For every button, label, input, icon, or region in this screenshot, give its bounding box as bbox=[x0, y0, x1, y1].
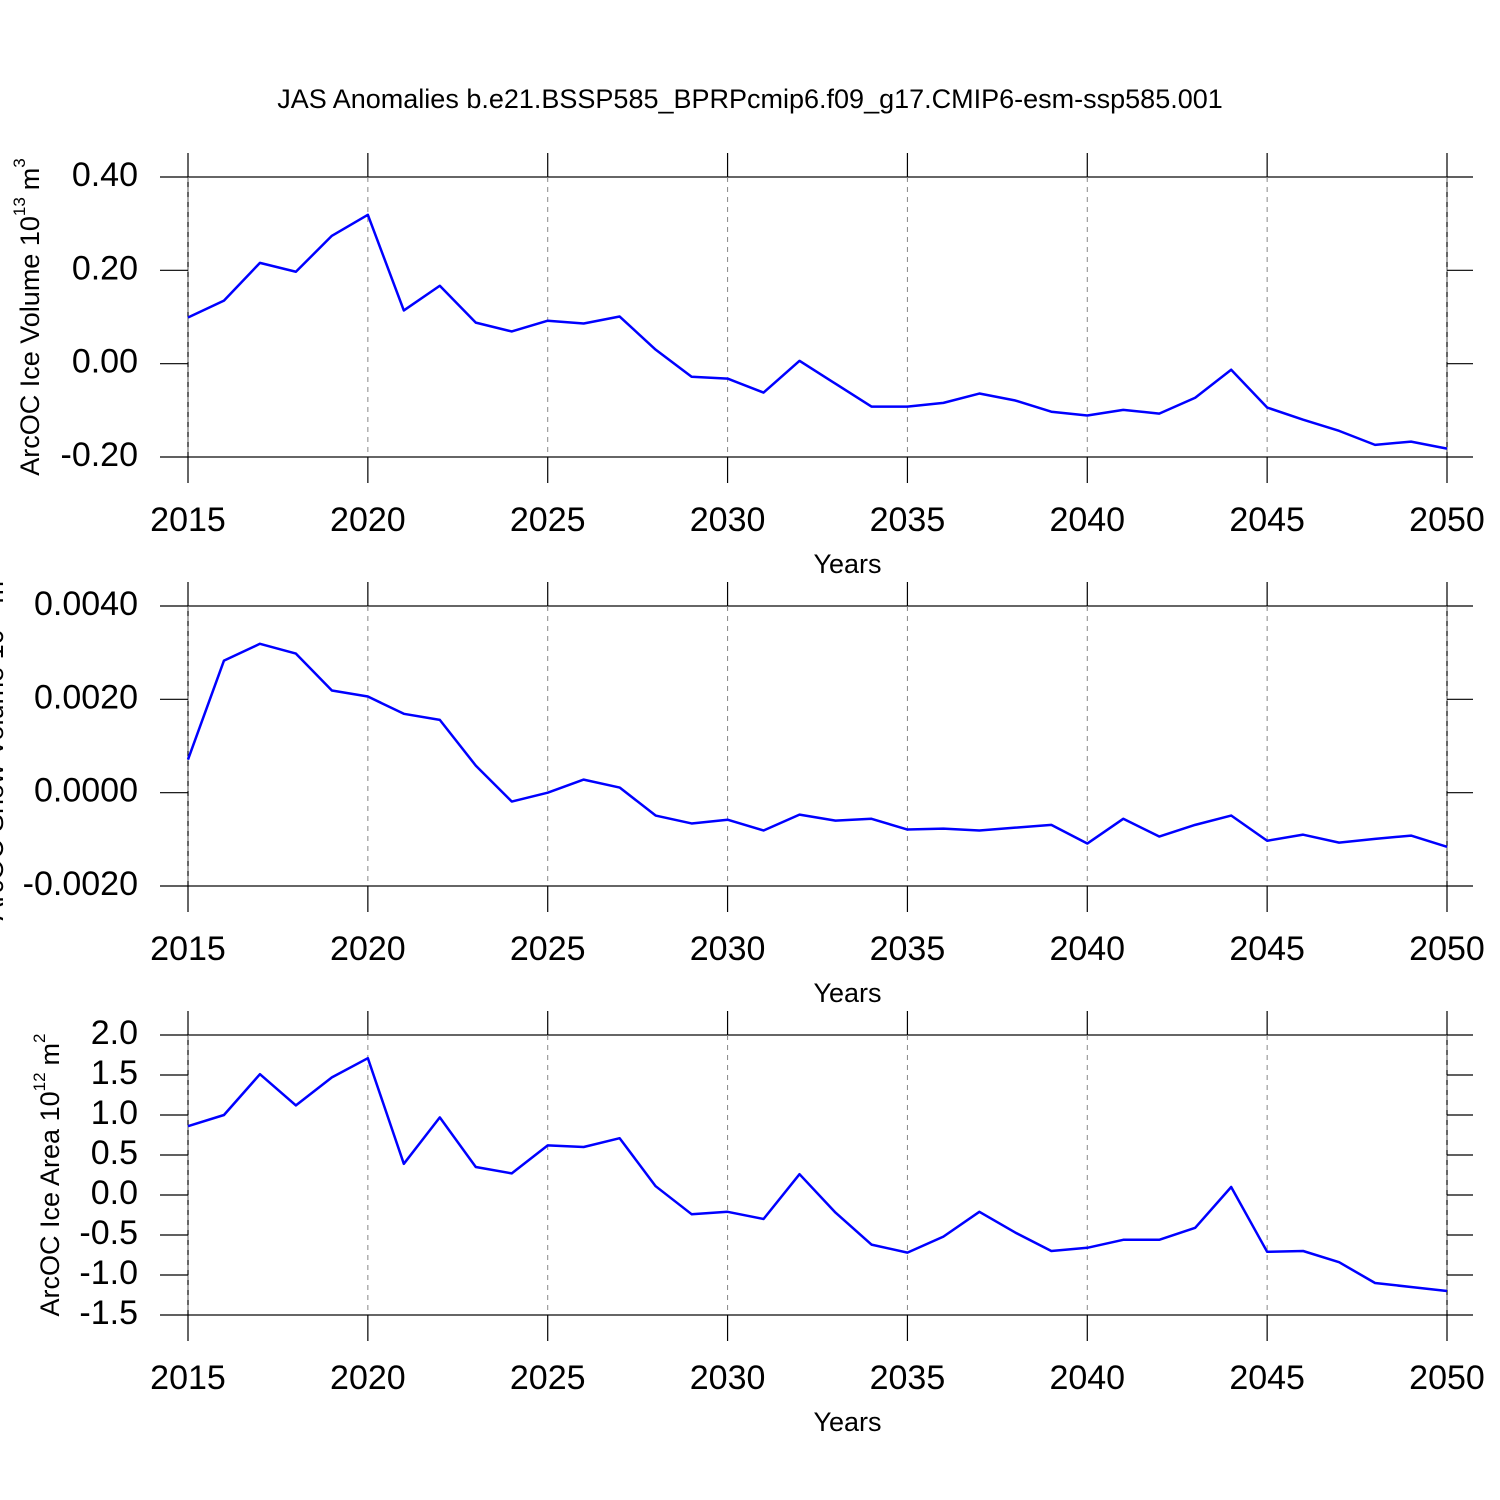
x-tick-label: 2025 bbox=[510, 501, 586, 539]
x-tick-label: 2020 bbox=[330, 930, 406, 968]
chart-title: JAS Anomalies b.e21.BSSP585_BPRPcmip6.f0… bbox=[277, 84, 1223, 114]
y-axis-label-text: m bbox=[15, 168, 45, 191]
plot-frame bbox=[187, 605, 1448, 887]
x-tick-label: 2030 bbox=[690, 930, 766, 968]
y-axis-label: ArcOC Ice Volume 1013 m3 bbox=[10, 158, 45, 476]
x-tick-label: 2045 bbox=[1229, 1359, 1305, 1397]
x-tick-label: 2025 bbox=[510, 930, 586, 968]
y-tick-label: 0.00 bbox=[72, 343, 138, 381]
x-tick-label: 2015 bbox=[150, 501, 226, 539]
y-tick-label: -1.0 bbox=[79, 1254, 138, 1292]
x-tick-label: 2015 bbox=[150, 1359, 226, 1397]
y-tick-label: 2.0 bbox=[91, 1014, 138, 1052]
x-tick-label: 2045 bbox=[1229, 501, 1305, 539]
y-tick-label: -0.0020 bbox=[23, 865, 138, 903]
y-tick-label: 1.5 bbox=[91, 1054, 138, 1092]
plot-frame bbox=[187, 176, 1448, 458]
x-tick-label: 2040 bbox=[1049, 1359, 1125, 1397]
y-axis-label-text: ArcOC Snow Volume 10 bbox=[0, 629, 9, 920]
x-axis-label: Years bbox=[813, 978, 881, 1008]
y-axis-label: ArcOC Snow Volume 1013m3 bbox=[0, 571, 9, 920]
x-axis-label: Years bbox=[813, 549, 881, 579]
x-tick-label: 2035 bbox=[870, 1359, 946, 1397]
y-axis-label-superscript: 12 bbox=[30, 1072, 49, 1091]
y-tick-label: -0.20 bbox=[61, 436, 139, 474]
y-axis-label: ArcOC Ice Area 1012 m2 bbox=[30, 1034, 65, 1317]
x-tick-label: 2020 bbox=[330, 501, 406, 539]
y-tick-label: 0.0 bbox=[91, 1174, 138, 1212]
x-tick-label: 2050 bbox=[1409, 1359, 1485, 1397]
y-tick-label: -0.5 bbox=[79, 1214, 138, 1252]
x-tick-label: 2030 bbox=[690, 501, 766, 539]
data-line bbox=[187, 1056, 1448, 1293]
y-tick-label: 0.0000 bbox=[34, 772, 138, 810]
data-line bbox=[186, 642, 1448, 848]
x-tick-label: 2040 bbox=[1049, 930, 1125, 968]
y-axis-label-text: m bbox=[35, 1043, 65, 1066]
y-tick-label: 0.0040 bbox=[34, 585, 138, 623]
x-tick-label: 2035 bbox=[870, 930, 946, 968]
y-tick-label: 1.0 bbox=[91, 1094, 138, 1132]
x-tick-label: 2030 bbox=[690, 1359, 766, 1397]
y-axis-label-text: m bbox=[0, 581, 9, 604]
x-tick-label: 2040 bbox=[1049, 501, 1125, 539]
y-tick-label: 0.0020 bbox=[34, 678, 138, 716]
x-tick-label: 2050 bbox=[1409, 930, 1485, 968]
data-line bbox=[187, 213, 1448, 450]
y-axis-label-superscript: 2 bbox=[30, 1034, 49, 1043]
x-tick-label: 2025 bbox=[510, 1359, 586, 1397]
y-tick-label: 0.20 bbox=[72, 249, 138, 287]
x-tick-label: 2045 bbox=[1229, 930, 1305, 968]
y-tick-label: 0.5 bbox=[91, 1134, 138, 1172]
y-axis-label-superscript: 3 bbox=[10, 158, 29, 167]
x-tick-label: 2035 bbox=[870, 501, 946, 539]
x-tick-label: 2020 bbox=[330, 1359, 406, 1397]
y-tick-label: 0.40 bbox=[72, 156, 138, 194]
x-tick-label: 2015 bbox=[150, 930, 226, 968]
y-axis-label-superscript: 13 bbox=[10, 197, 29, 216]
x-tick-label: 2050 bbox=[1409, 501, 1485, 539]
x-axis-label: Years bbox=[813, 1407, 881, 1437]
plot-frame bbox=[187, 1034, 1448, 1316]
y-axis-label-text: ArcOC Ice Volume 10 bbox=[15, 216, 45, 476]
y-tick-label: -1.5 bbox=[79, 1294, 138, 1332]
y-axis-label-text: ArcOC Ice Area 10 bbox=[35, 1091, 65, 1316]
